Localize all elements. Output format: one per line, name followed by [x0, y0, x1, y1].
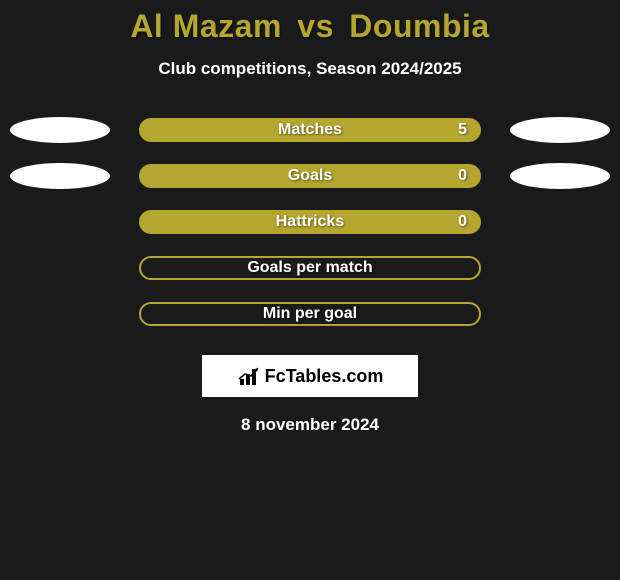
right-marker [510, 117, 610, 143]
right-marker [510, 163, 610, 189]
player-right-name: Doumbia [349, 8, 489, 44]
stat-row: Goals per match [0, 245, 620, 291]
logo-text: FcTables.com [265, 366, 384, 387]
stat-row: Goals 0 [0, 153, 620, 199]
card-subtitle: Club competitions, Season 2024/2025 [0, 59, 620, 79]
vs-separator: vs [297, 8, 334, 44]
player-left-name: Al Mazam [130, 8, 282, 44]
logo-chart-icon [237, 365, 261, 387]
stat-bar: Matches 5 [139, 118, 481, 142]
stat-rows: Matches 5 Goals 0 Hattricks 0 Goals per match M… [0, 107, 620, 337]
stat-label: Goals [288, 167, 332, 185]
stats-card: Al Mazam vs Doumbia Club competitions, S… [0, 0, 620, 435]
stat-bar: Min per goal [139, 302, 481, 326]
stat-label: Min per goal [263, 305, 357, 323]
stat-label: Hattricks [276, 213, 344, 231]
left-marker [10, 117, 110, 143]
left-marker [10, 163, 110, 189]
stat-value: 0 [458, 213, 467, 231]
stat-value: 5 [458, 121, 467, 139]
logo-box: FcTables.com [202, 355, 418, 397]
stat-label: Matches [278, 121, 342, 139]
stat-bar: Hattricks 0 [139, 210, 481, 234]
stat-row: Hattricks 0 [0, 199, 620, 245]
card-title: Al Mazam vs Doumbia [0, 8, 620, 45]
stat-bar: Goals 0 [139, 164, 481, 188]
stat-row: Matches 5 [0, 107, 620, 153]
stat-bar: Goals per match [139, 256, 481, 280]
card-date: 8 november 2024 [0, 415, 620, 435]
stat-value: 0 [458, 167, 467, 185]
logo: FcTables.com [237, 365, 384, 387]
stat-label: Goals per match [247, 259, 372, 277]
stat-row: Min per goal [0, 291, 620, 337]
